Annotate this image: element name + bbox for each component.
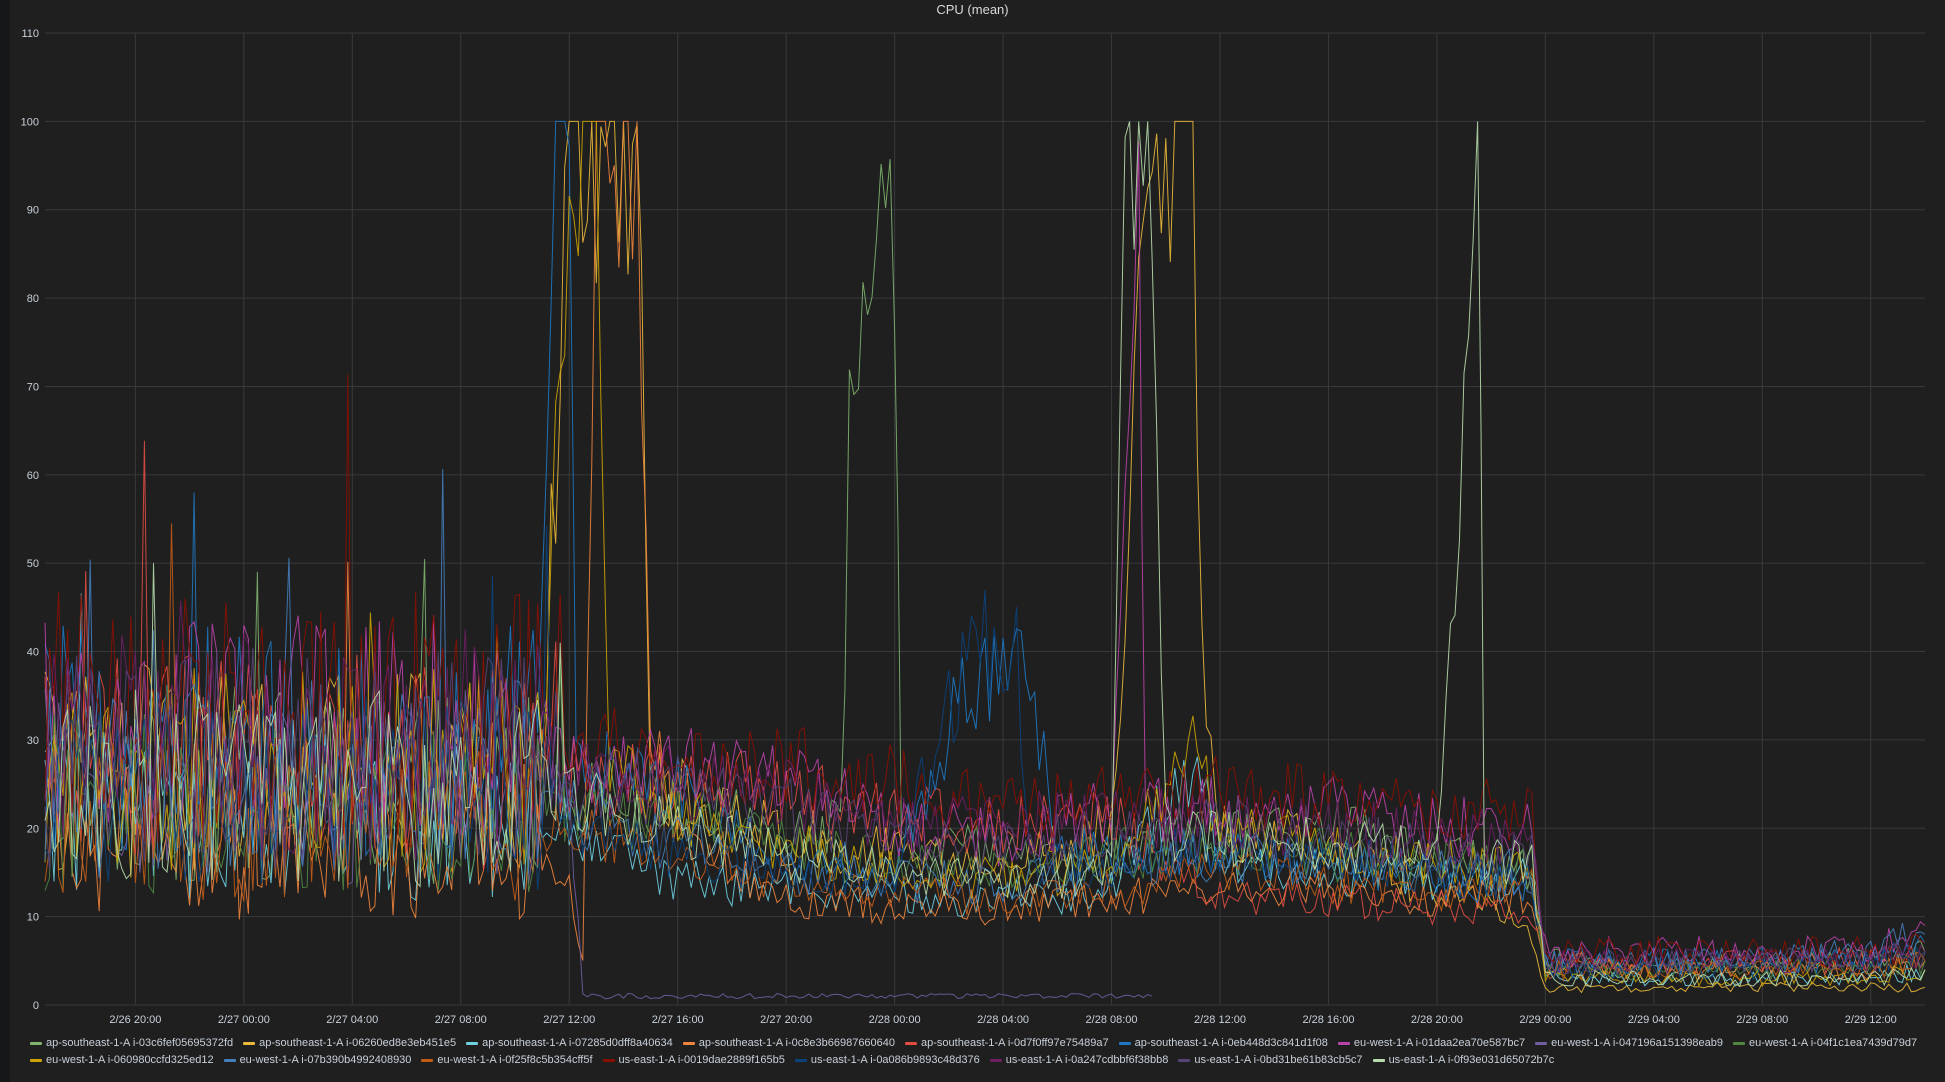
legend-label: ap-southeast-1-A i-03c6fef05695372fd: [46, 1037, 234, 1049]
legend-swatch: [421, 1058, 434, 1062]
legend-item[interactable]: eu-west-1-A i-01daa2ea70e587bc7: [1337, 1035, 1526, 1052]
legend-label: eu-west-1-A i-060980ccfd325ed12: [46, 1054, 214, 1066]
x-tick-label: 2/29 12:00: [1845, 1014, 1897, 1026]
legend-swatch: [989, 1058, 1002, 1062]
legend-swatch: [1178, 1058, 1191, 1062]
legend-label: us-east-1-A i-0a086b9893c48d376: [810, 1054, 980, 1066]
legend-label: eu-west-1-A i-01daa2ea70e587bc7: [1353, 1037, 1526, 1049]
x-tick-label: 2/29 04:00: [1628, 1014, 1680, 1026]
series-line[interactable]: [44, 600, 1926, 975]
legend-label: ap-southeast-1-A i-06260ed8e3eb451e5: [259, 1037, 457, 1049]
legend: ap-southeast-1-A i-03c6fef05695372fd ap-s…: [30, 1035, 1940, 1069]
legend-swatch: [30, 1041, 42, 1045]
legend-swatch: [466, 1041, 479, 1045]
legend-label: us-east-1-A i-0a247cdbbf6f38bb8: [1005, 1054, 1169, 1066]
x-tick-label: 2/29 08:00: [1736, 1014, 1788, 1026]
legend-item[interactable]: ap-southeast-1-A i-06260ed8e3eb451e5: [243, 1035, 456, 1052]
y-tick-label: 20: [27, 823, 39, 835]
legend-item[interactable]: us-east-1-A i-0a086b9893c48d376: [794, 1052, 980, 1069]
legend-swatch: [905, 1041, 918, 1045]
legend-swatch: [1372, 1058, 1385, 1062]
legend-label: eu-west-1-A i-047196a151398eab9: [1551, 1037, 1723, 1049]
series-line[interactable]: [44, 665, 1926, 982]
series-line[interactable]: [44, 689, 1153, 1000]
legend-label: us-east-1-A i-0019dae2889f165b5: [618, 1054, 785, 1066]
legend-item[interactable]: eu-west-1-A i-04f1c1ea7439d79d7: [1732, 1035, 1918, 1052]
legend-label: ap-southeast-1-A i-0c8e3b66987660640: [698, 1037, 896, 1049]
series-line[interactable]: [44, 120, 1926, 981]
legend-label: ap-southeast-1-A i-0d7f0ff97e75489a7: [921, 1037, 1109, 1049]
y-tick-label: 0: [33, 1000, 39, 1012]
x-tick-label: 2/27 08:00: [435, 1014, 487, 1026]
legend-swatch: [682, 1041, 695, 1045]
x-tick-label: 2/27 12:00: [543, 1014, 595, 1026]
y-tick-label: 110: [21, 28, 39, 40]
x-tick-label: 2/28 04:00: [977, 1014, 1029, 1026]
legend-label: eu-west-1-A i-04f1c1ea7439d79d7: [1748, 1037, 1918, 1049]
legend-swatch: [223, 1058, 236, 1062]
legend-label: us-east-1-A i-0bd31be61b83cb5c7: [1194, 1054, 1363, 1066]
legend-swatch: [1118, 1041, 1131, 1045]
legend-label: ap-southeast-1-A i-0eb448d3c841d1f08: [1134, 1037, 1328, 1049]
legend-item[interactable]: us-east-1-A i-0019dae2889f165b5: [602, 1052, 785, 1069]
y-tick-label: 90: [27, 205, 39, 217]
y-tick-label: 60: [27, 470, 39, 482]
series-line[interactable]: [44, 469, 1926, 975]
legend-item[interactable]: eu-west-1-A i-0f25f8c5b354cff5f: [421, 1052, 593, 1069]
legend-item[interactable]: eu-west-1-A i-07b390b4992408930: [223, 1052, 412, 1069]
x-tick-label: 2/29 00:00: [1519, 1014, 1571, 1026]
legend-item[interactable]: ap-southeast-1-A i-0eb448d3c841d1f08: [1118, 1035, 1328, 1052]
x-tick-label: 2/28 16:00: [1302, 1014, 1354, 1026]
y-tick-label: 50: [27, 558, 39, 570]
legend-item[interactable]: ap-southeast-1-A i-0c8e3b66987660640: [682, 1035, 896, 1052]
cpu-line-chart[interactable]: 0 10 20 30 40 50 60 70 80 90 100 110 2/26 20:00 2/27 …: [0, 0, 1945, 1030]
legend-item[interactable]: us-east-1-A i-0f93e031d65072b7c: [1372, 1052, 1555, 1069]
legend-swatch: [602, 1058, 615, 1062]
x-tick-label: 2/26 20:00: [109, 1014, 161, 1026]
y-tick-label: 70: [27, 381, 39, 393]
legend-item[interactable]: eu-west-1-A i-060980ccfd325ed12: [30, 1052, 214, 1069]
legend-label: ap-southeast-1-A i-07285d0dff8a40634: [482, 1037, 673, 1049]
y-tick-label: 30: [27, 735, 39, 747]
y-tick-label: 80: [27, 293, 39, 305]
x-tick-label: 2/27 04:00: [326, 1014, 378, 1026]
chart-title: CPU (mean): [936, 2, 1009, 17]
legend-swatch: [1732, 1041, 1745, 1045]
legend-item[interactable]: eu-west-1-A i-047196a151398eab9: [1535, 1035, 1723, 1052]
x-tick-label: 2/27 16:00: [652, 1014, 704, 1026]
legend-swatch: [794, 1058, 807, 1062]
x-tick-label: 2/28 20:00: [1411, 1014, 1463, 1026]
legend-swatch: [30, 1058, 42, 1062]
legend-swatch: [243, 1041, 256, 1045]
legend-item[interactable]: ap-southeast-1-A i-03c6fef05695372fd: [30, 1035, 233, 1052]
series-line[interactable]: [44, 374, 1926, 967]
y-tick-label: 10: [27, 912, 39, 924]
x-tick-label: 2/28 00:00: [869, 1014, 921, 1026]
x-tick-label: 2/28 12:00: [1194, 1014, 1246, 1026]
x-tick-label: 2/27 00:00: [218, 1014, 270, 1026]
legend-item[interactable]: ap-southeast-1-A i-0d7f0ff97e75489a7: [905, 1035, 1109, 1052]
y-tick-label: 100: [21, 116, 39, 128]
y-tick-label: 40: [27, 647, 39, 659]
legend-item[interactable]: us-east-1-A i-0a247cdbbf6f38bb8: [989, 1052, 1169, 1069]
x-tick-label: 2/27 20:00: [760, 1014, 812, 1026]
legend-label: eu-west-1-A i-0f25f8c5b354cff5f: [437, 1054, 593, 1066]
x-tick-label: 2/28 08:00: [1086, 1014, 1138, 1026]
series-line[interactable]: [44, 647, 1926, 976]
legend-item[interactable]: us-east-1-A i-0bd31be61b83cb5c7: [1178, 1052, 1363, 1069]
legend-swatch: [1337, 1041, 1350, 1045]
series-line[interactable]: [44, 121, 1926, 988]
legend-label: eu-west-1-A i-07b390b4992408930: [239, 1054, 412, 1066]
legend-swatch: [1535, 1041, 1548, 1045]
legend-item[interactable]: ap-southeast-1-A i-07285d0dff8a40634: [466, 1035, 673, 1052]
legend-label: us-east-1-A i-0f93e031d65072b7c: [1388, 1054, 1555, 1066]
